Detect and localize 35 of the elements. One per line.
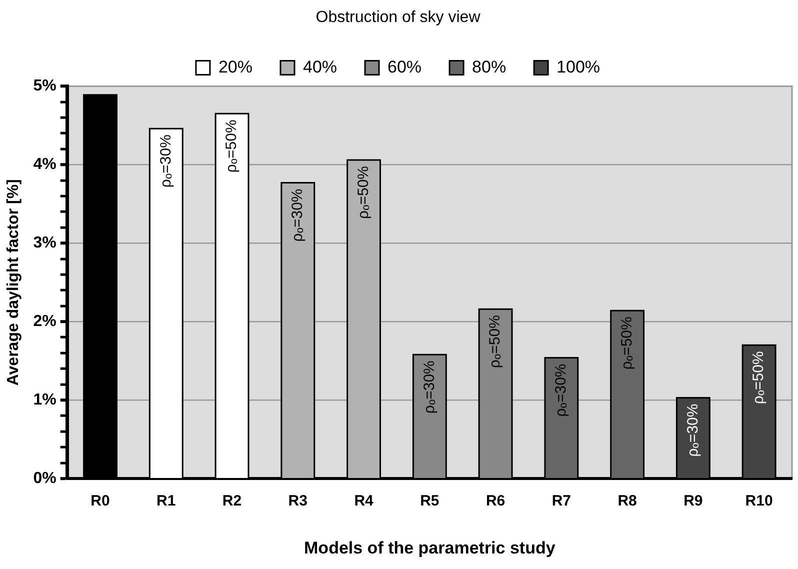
legend-label: 40% xyxy=(302,57,338,76)
annotation: ρₒ=30% xyxy=(157,134,174,188)
y-tick-label: 3% xyxy=(33,234,56,252)
x-tick-label: R4 xyxy=(354,492,374,510)
y-tick-label: 1% xyxy=(33,392,56,409)
legend-label: 80% xyxy=(472,57,506,76)
legend-label: 100% xyxy=(556,57,600,76)
annotation: ρₒ=50% xyxy=(750,351,768,404)
y-tick-label: 5% xyxy=(33,78,56,95)
annotation: ρₒ=30% xyxy=(684,404,702,457)
x-tick-label: R9 xyxy=(684,492,703,510)
annotation: ρₒ=30% xyxy=(420,360,438,414)
legend-label: 20% xyxy=(218,57,252,76)
y-axis-title: Average daylight factor [%] xyxy=(5,179,22,386)
x-axis-title: Models of the parametric study xyxy=(304,538,556,558)
y-tick-label: 4% xyxy=(33,156,56,174)
chart-title: Obstruction of sky view xyxy=(316,9,481,26)
annotation: ρₒ=30% xyxy=(552,364,570,417)
x-tick-label: R3 xyxy=(288,492,308,510)
x-tick-label: R1 xyxy=(156,492,176,510)
x-tick-label: R8 xyxy=(618,492,637,510)
x-tick-label: R7 xyxy=(552,492,572,510)
x-tick-label: R2 xyxy=(222,492,242,510)
x-tick-label: R6 xyxy=(486,492,506,510)
x-tick-label: R5 xyxy=(420,492,440,510)
annotation: ρₒ=50% xyxy=(486,315,504,368)
x-tick-label: R0 xyxy=(90,492,110,510)
annotation: ρₒ=50% xyxy=(618,316,636,370)
y-tick-label: 0% xyxy=(33,470,56,488)
y-tick-label: 2% xyxy=(33,313,56,330)
x-tick-label: R10 xyxy=(745,492,773,510)
annotation: ρₒ=50% xyxy=(223,120,240,173)
annotation: ρₒ=50% xyxy=(354,166,372,219)
annotation: ρₒ=30% xyxy=(289,188,306,242)
legend-label: 60% xyxy=(388,57,422,76)
